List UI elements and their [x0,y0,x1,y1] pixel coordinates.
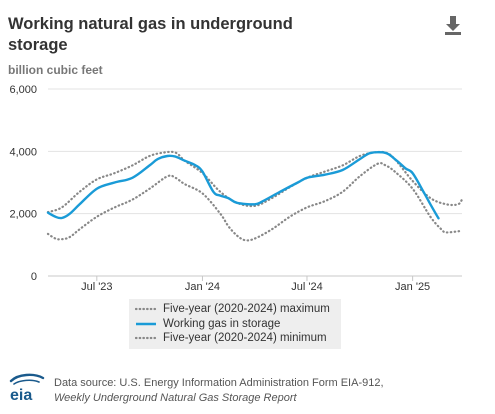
series-lines [46,150,464,242]
legend-swatch-working-gas [136,322,156,325]
y-tick-label: 4,000 [9,146,37,158]
storage-line-chart: 0 2,000 4,000 6,000 Jul '23 Jan '24 Jul '24 Ja… [9,84,464,293]
y-axis-ticks: 0 2,000 4,000 6,000 [9,84,37,283]
x-axis-ticks: Jul '23 Jan '24 Jul '24 Jan '25 [81,276,430,293]
y-tick-label: 2,000 [9,209,37,221]
eia-logo: eia [9,373,45,402]
eia-logo-text: eia [10,387,32,402]
legend-item-minimum[interactable]: Five-year (2020-2024) minimum [135,331,335,346]
x-tick-label: Jan '24 [185,281,220,293]
data-source-report: Weekly Underground Natural Gas Storage R… [54,392,297,404]
chart-title: Working natural gas in underground stora… [8,15,293,54]
y-tick-label: 6,000 [9,84,37,96]
data-source: Data source: U.S. Energy Information Adm… [54,376,384,406]
legend-swatch-maximum [135,308,157,311]
series-maximum-line [46,150,464,214]
y-tick-label: 0 [31,271,37,283]
unit-label: billion cubic feet [8,63,103,77]
data-source-text: Data source: U.S. Energy Information Adm… [54,377,384,389]
legend-label-maximum: Five-year (2020-2024) maximum [163,303,330,316]
series-minimum-line [46,162,464,242]
x-tick-label: Jul '23 [81,281,112,293]
x-tick-label: Jul '24 [291,281,322,293]
legend-label-working-gas: Working gas in storage [163,317,281,330]
legend-label-minimum: Five-year (2020-2024) minimum [163,332,327,345]
legend-item-working-gas[interactable]: Working gas in storage [135,317,335,332]
legend: Five-year (2020-2024) maximum Working ga… [129,299,341,349]
series-working-gas-line [46,150,440,220]
download-icon[interactable] [442,14,464,36]
legend-item-maximum[interactable]: Five-year (2020-2024) maximum [135,302,335,317]
legend-swatch-minimum [135,337,157,340]
grid-lines [48,88,462,277]
x-tick-label: Jan '25 [395,281,430,293]
